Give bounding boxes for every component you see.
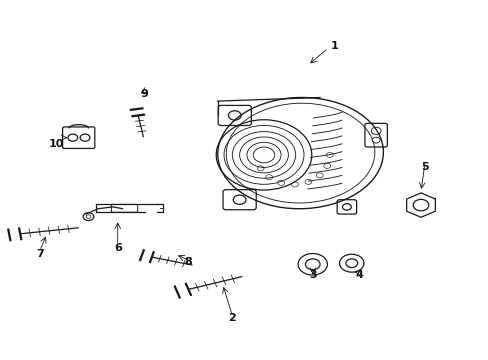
Text: 8: 8 (184, 257, 192, 267)
Text: 10: 10 (49, 139, 64, 149)
Text: 3: 3 (308, 270, 316, 280)
Text: 7: 7 (36, 248, 43, 258)
Text: 9: 9 (141, 89, 148, 99)
Text: 1: 1 (330, 41, 338, 50)
Text: 6: 6 (114, 243, 122, 253)
Text: 2: 2 (228, 313, 236, 323)
Text: 5: 5 (420, 162, 428, 172)
Text: 4: 4 (354, 270, 362, 280)
